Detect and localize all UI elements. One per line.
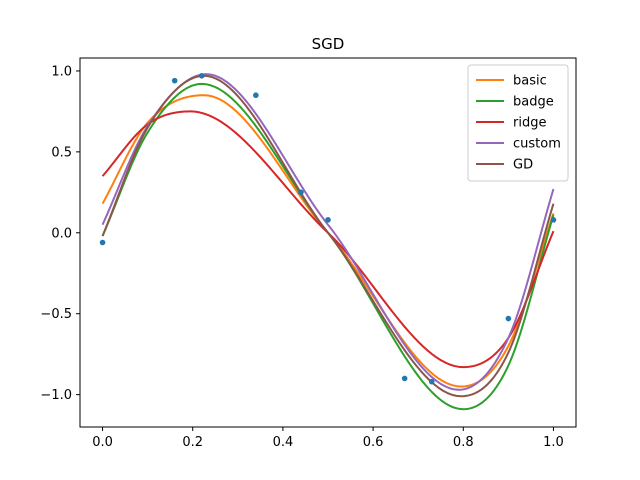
x-tick-label: 0.4 (273, 435, 294, 450)
data-point (325, 217, 331, 223)
y-tick-label: 1.0 (51, 64, 72, 79)
data-point (428, 378, 435, 385)
legend-label-ridge: ridge (513, 116, 546, 131)
data-point (99, 239, 106, 246)
legend: basic badge ridge custom GD (467, 64, 569, 182)
data-point (298, 189, 304, 196)
axes-frame (79, 57, 577, 428)
data-point (550, 217, 557, 223)
legend-label-badge: badge (513, 95, 554, 110)
y-tick-label: −1.0 (40, 388, 72, 403)
legend-label-basic: basic (513, 74, 547, 89)
data-point (198, 73, 205, 79)
data-point (253, 92, 259, 99)
x-tick-label: 0.2 (182, 435, 203, 450)
data-point (171, 77, 178, 84)
x-tick-label: 1.0 (543, 435, 564, 450)
y-tick-label: 0.5 (51, 145, 72, 160)
y-tick-label: −0.5 (40, 307, 72, 322)
data-point (505, 315, 512, 322)
y-axis: −1.0 −0.5 0.0 0.5 1.0 (40, 64, 80, 403)
legend-box (467, 64, 569, 182)
legend-label-custom: custom (513, 137, 561, 152)
y-tick-label: 0.0 (51, 226, 72, 241)
series-line-gd (101, 74, 555, 398)
legend-label-gd: GD (513, 158, 533, 173)
series-layer (101, 73, 555, 411)
data-point (401, 375, 408, 382)
x-tick-label: 0.0 (92, 435, 113, 450)
scatter-layer (99, 73, 557, 385)
chart-title: SGD (312, 35, 345, 53)
x-tick-label: 0.6 (363, 435, 384, 450)
x-tick-label: 0.8 (453, 435, 474, 450)
x-axis: 0.0 0.2 0.4 0.6 0.8 1.0 (92, 427, 564, 450)
